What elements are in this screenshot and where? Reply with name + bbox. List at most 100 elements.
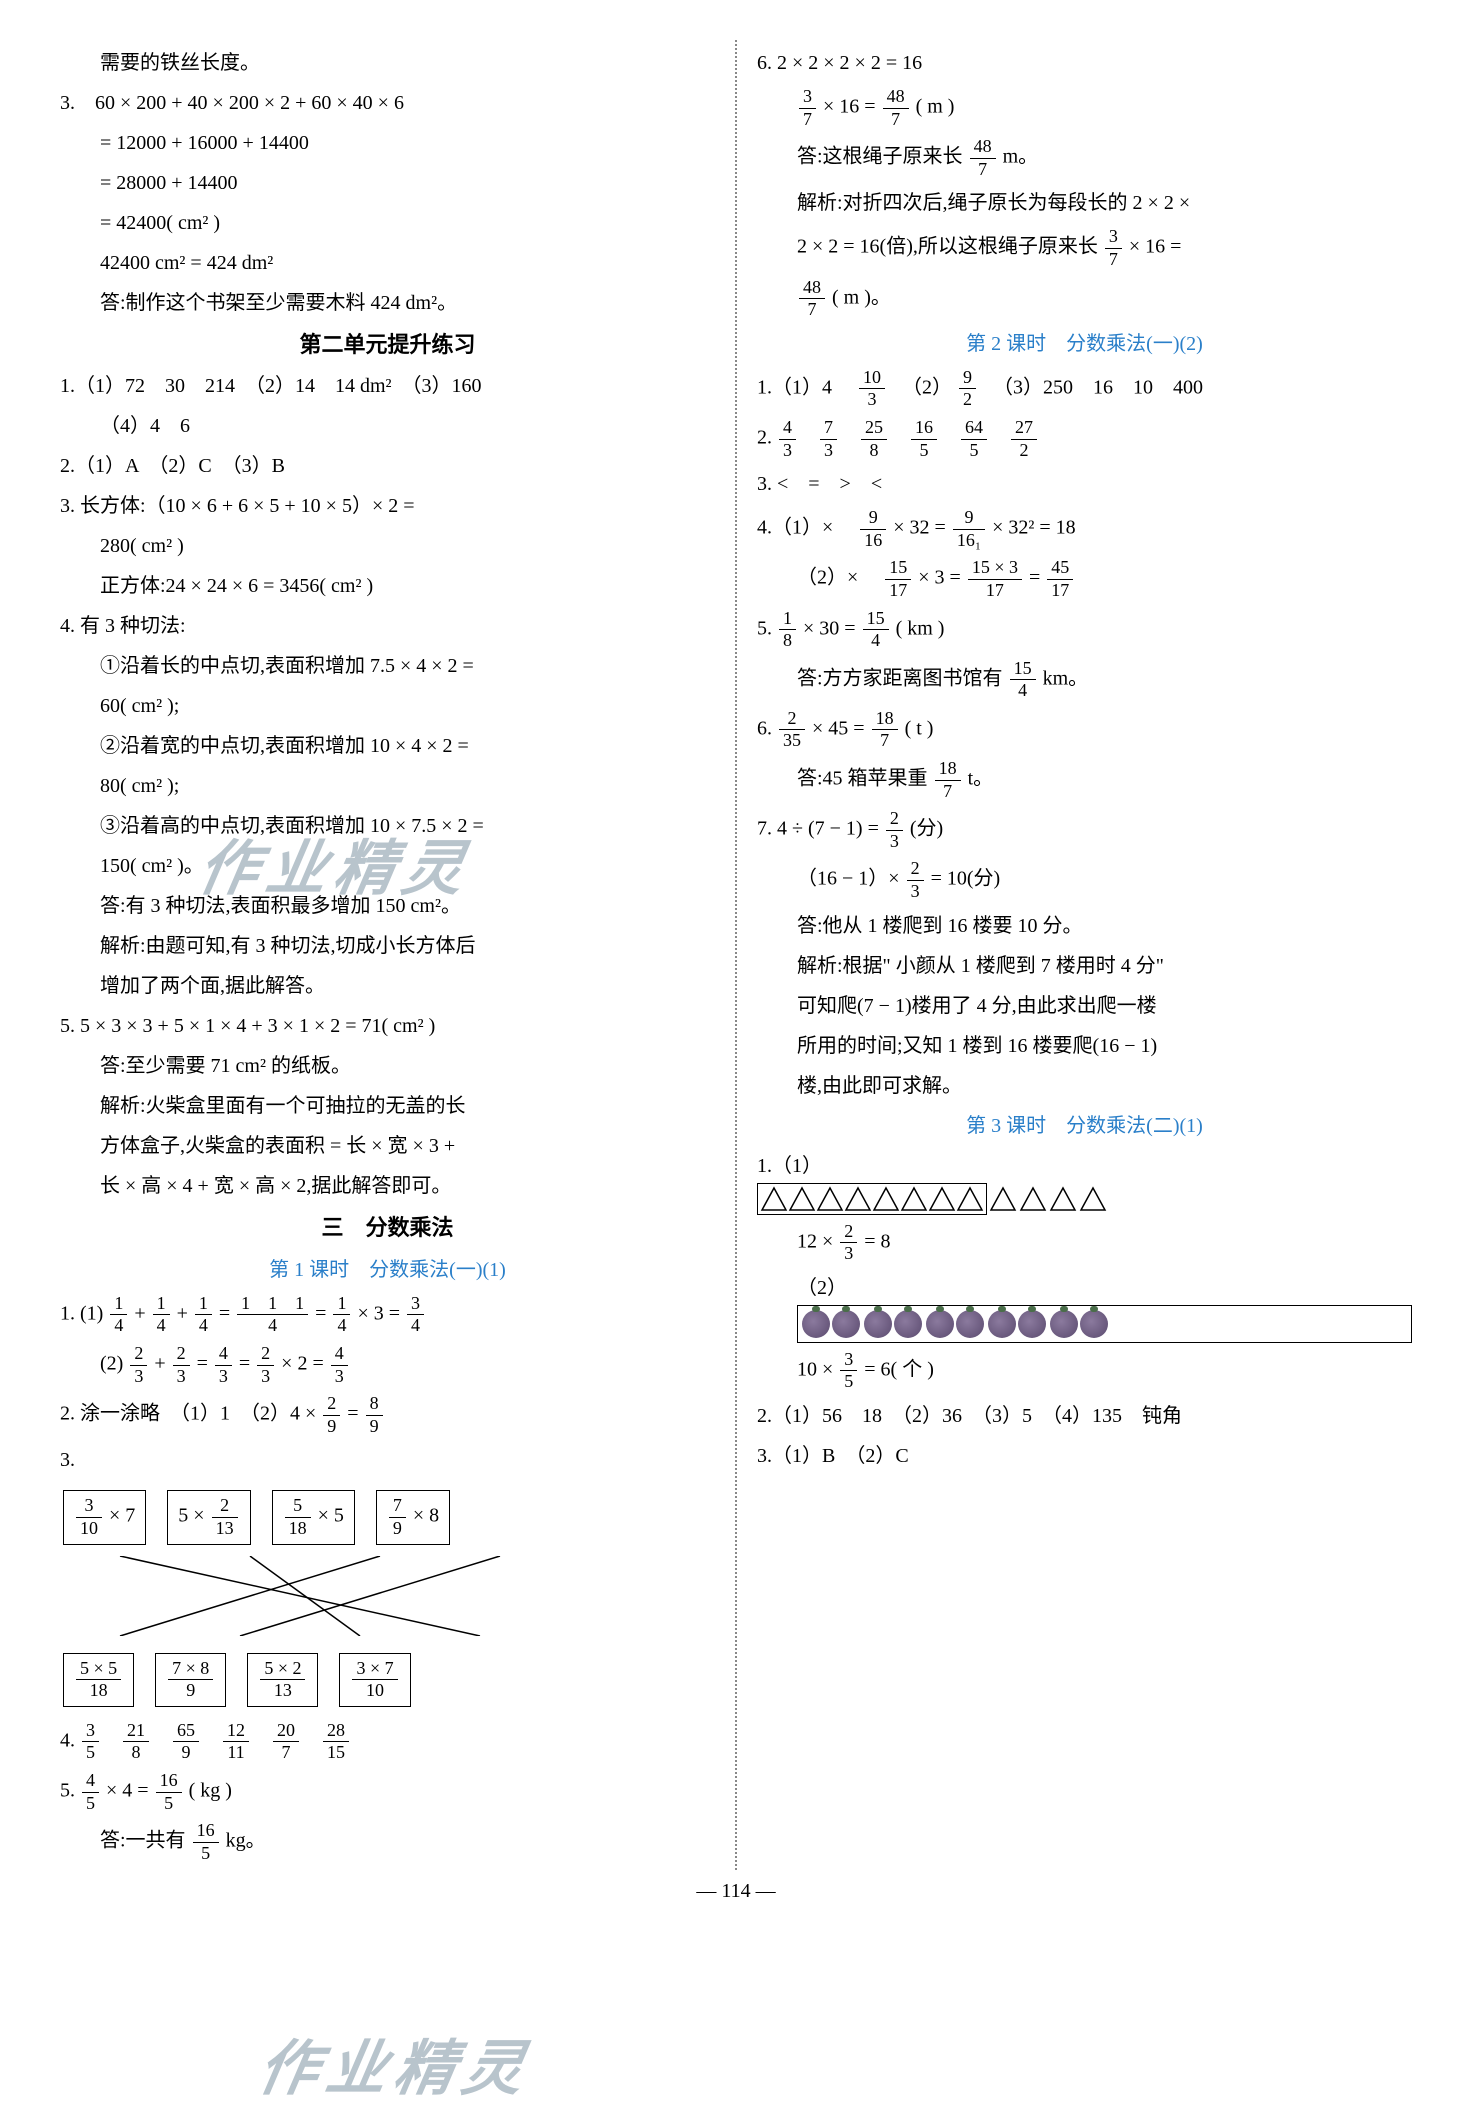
- watermark: 作业精灵: [252, 2020, 539, 2107]
- text-line: 需要的铁丝长度。: [60, 46, 715, 80]
- fraction: 29: [323, 1393, 340, 1437]
- fraction: 2815: [323, 1720, 349, 1764]
- text-line: ③沿着高的中点切,表面积增加 10 × 7.5 × 2 =: [60, 809, 715, 843]
- match-box: 5 × 213: [247, 1653, 318, 1707]
- triangle-icon: [872, 1186, 900, 1212]
- label: = 6( 个 ): [864, 1359, 934, 1381]
- label: ( kg ): [189, 1780, 232, 1802]
- fraction: 14: [110, 1293, 127, 1337]
- label: 1.（1）: [757, 1155, 822, 1177]
- text-line: 解析:由题可知,有 3 种切法,切成小长方体后: [60, 929, 715, 963]
- match-box: 518 × 5: [272, 1490, 355, 1544]
- text-line: 280( cm² ): [60, 529, 715, 563]
- fraction: 3 × 710: [352, 1658, 397, 1702]
- equation-line: 6. 235 × 45 = 187 ( t ): [757, 708, 1412, 752]
- fraction: 14: [333, 1293, 350, 1337]
- berry-icon: [802, 1310, 830, 1338]
- label: （2）: [797, 1277, 847, 1299]
- text-line: ①沿着长的中点切,表面积增加 7.5 × 4 × 2 =: [60, 649, 715, 683]
- triangle-icon: [816, 1186, 844, 1212]
- equation-line: 7. 4 ÷ (7 − 1) = 23 (分): [757, 808, 1412, 852]
- label: 10 ×: [797, 1359, 838, 1381]
- text-line: 3. 长方体:（10 × 6 + 6 × 5 + 10 × 5）× 2 =: [60, 489, 715, 523]
- berry-icon: [894, 1310, 922, 1338]
- text-line: 解析:火柴盒里面有一个可抽拉的无盖的长: [60, 1089, 715, 1123]
- match-box: 310 × 7: [63, 1490, 146, 1544]
- fraction: 187: [935, 758, 961, 802]
- berry-icon: [832, 1310, 860, 1338]
- berry-icon: [1080, 1310, 1108, 1338]
- label: 6.: [757, 718, 777, 740]
- label: ( m )。: [832, 286, 891, 308]
- fraction: 916: [860, 507, 886, 551]
- berry-group: [1050, 1310, 1108, 1338]
- text-line: 长 × 高 × 4 + 宽 × 高 × 2,据此解答即可。: [60, 1169, 715, 1203]
- fraction: 18: [779, 608, 796, 652]
- berry-group: [926, 1310, 984, 1338]
- label: （2）×: [797, 567, 878, 589]
- label: 答:45 箱苹果重: [797, 768, 928, 790]
- text-line: 所用的时间;又知 1 楼到 16 楼要爬(16 − 1): [757, 1029, 1412, 1063]
- triangle-icon: [900, 1186, 928, 1212]
- berry-icon: [864, 1310, 892, 1338]
- fraction: 37: [799, 86, 816, 130]
- fraction: 43: [779, 417, 796, 461]
- text-line: 答:有 3 种切法,表面积最多增加 150 cm²。: [60, 889, 715, 923]
- fraction: 213: [212, 1495, 238, 1539]
- label: 1. (1): [60, 1302, 103, 1324]
- triangle-icon: [989, 1186, 1017, 1212]
- text-line: 1.（1）72 30 214 （2）14 14 dm² （3）160: [60, 369, 715, 403]
- fraction: 23: [840, 1221, 857, 1265]
- fraction: 15 × 317: [968, 557, 1022, 601]
- triangle-icon: [788, 1186, 816, 1212]
- right-column: 6. 2 × 2 × 2 × 2 = 16 37 × 16 = 487 ( m …: [757, 40, 1412, 1870]
- text-line: 解析:根据" 小颜从 1 楼爬到 7 楼用时 4 分": [757, 949, 1412, 983]
- label: 2 × 2 = 16(倍),所以这根绳子原来长: [797, 236, 1098, 258]
- berry-group: [802, 1310, 860, 1338]
- match-box: 5 × 213: [167, 1490, 250, 1544]
- text-line: 3. 60 × 200 + 40 × 200 × 2 + 60 × 40 × 6: [60, 86, 715, 120]
- label: × 3 =: [918, 567, 966, 589]
- fraction: 487: [970, 136, 996, 180]
- fraction: 5 × 518: [76, 1658, 121, 1702]
- fraction: 103: [859, 367, 885, 411]
- text-line: 42400 cm² = 424 dm²: [60, 246, 715, 280]
- text-line: = 28000 + 14400: [60, 166, 715, 200]
- fraction: 34: [407, 1293, 424, 1337]
- fraction: 89: [366, 1393, 383, 1437]
- label: × 16 =: [1129, 236, 1182, 258]
- text-line: 楼,由此即可求解。: [757, 1069, 1412, 1103]
- text-line: 150( cm² )。: [60, 849, 715, 883]
- equation-line: 2. 43 73 258 165 645 272: [757, 417, 1412, 461]
- fraction: 154: [863, 608, 889, 652]
- fraction: 165: [911, 417, 937, 461]
- berry-group: [988, 1310, 1046, 1338]
- fraction: 23: [130, 1343, 147, 1387]
- matching-lines: [60, 1556, 560, 1636]
- section-heading: 三 分数乘法: [60, 1209, 715, 1246]
- fraction: 235: [779, 708, 805, 752]
- label: × 30 =: [803, 617, 861, 639]
- text-line: ②沿着宽的中点切,表面积增加 10 × 4 × 2 =: [60, 729, 715, 763]
- equation-line: 1. (1) 14 + 14 + 14 = 1 1 14 = 14 × 3 = …: [60, 1293, 715, 1337]
- fraction: 272: [1011, 417, 1037, 461]
- fraction: 37: [1105, 226, 1122, 270]
- equation-line: （2）× 1517 × 3 = 15 × 317 = 4517: [757, 557, 1412, 601]
- text-line: （4）4 6: [60, 409, 715, 443]
- equation-line: 2 × 2 = 16(倍),所以这根绳子原来长 37 × 16 =: [757, 226, 1412, 270]
- label: (2): [100, 1353, 123, 1375]
- fraction: 43: [215, 1343, 232, 1387]
- section-heading: 第二单元提升练习: [60, 326, 715, 363]
- label: = 10(分): [931, 868, 1001, 890]
- diagram-line: 1.（1）: [757, 1149, 1412, 1215]
- lesson-heading: 第 1 课时 分数乘法(一)(1): [60, 1253, 715, 1287]
- berry-icon: [1018, 1310, 1046, 1338]
- label: m。: [1003, 146, 1039, 168]
- label: × 2 =: [281, 1353, 329, 1375]
- fraction: 487: [883, 86, 909, 130]
- equation-line: 4.（1）× 916 × 32 = 916₁ × 32² = 18: [757, 507, 1412, 551]
- equation-line: 5. 45 × 4 = 165 ( kg ): [60, 1770, 715, 1814]
- equation-line: 2. 涂一涂略 （1）1 （2）4 × 29 = 89: [60, 1393, 715, 1437]
- triangle-icon: [844, 1186, 872, 1212]
- fraction: 45: [82, 1770, 99, 1814]
